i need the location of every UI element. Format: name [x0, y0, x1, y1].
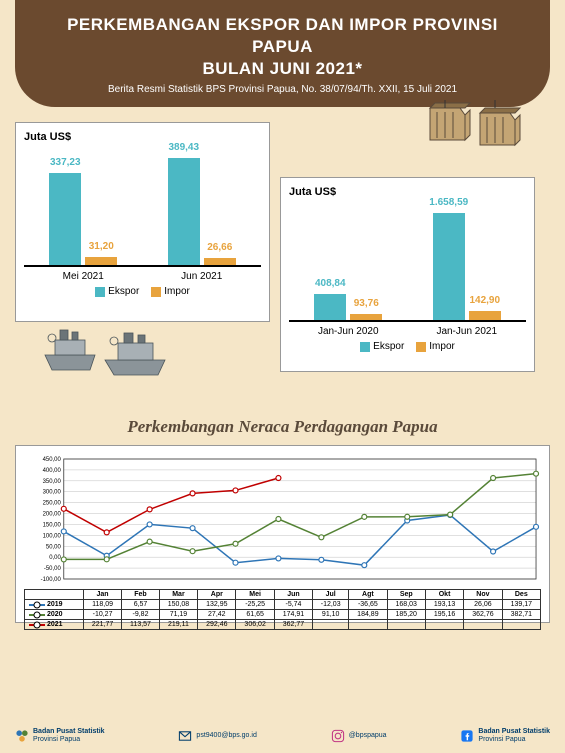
chart1-ylabel: Juta US$ [24, 131, 261, 143]
instagram-icon [331, 729, 345, 743]
line-chart-title: Perkembangan Neraca Perdagangan Papua [0, 417, 565, 437]
svg-text:350,00: 350,00 [43, 479, 62, 485]
svg-text:250,00: 250,00 [43, 501, 62, 507]
bps-logo-icon [15, 729, 29, 743]
footer-email: pst9400@bps.go.id [178, 729, 256, 743]
chart2-ylabel: Juta US$ [289, 186, 526, 198]
svg-text:200,00: 200,00 [43, 512, 62, 518]
footer: Badan Pusat StatistikProvinsi Papua pst9… [0, 718, 565, 753]
svg-text:300,00: 300,00 [43, 490, 62, 496]
chart2-legend: Ekspor Impor [289, 341, 526, 352]
svg-text:400,00: 400,00 [43, 468, 62, 474]
svg-text:450,00: 450,00 [43, 457, 62, 463]
footer-org: Badan Pusat StatistikProvinsi Papua [15, 728, 105, 743]
page-title: PERKEMBANGAN EKSPOR DAN IMPOR PROVINSI P… [35, 14, 530, 80]
svg-text:0,00: 0,00 [49, 555, 61, 561]
svg-text:150,00: 150,00 [43, 523, 62, 529]
facebook-icon [460, 729, 474, 743]
svg-text:100,00: 100,00 [43, 534, 62, 540]
email-icon [178, 729, 192, 743]
ships-illustration [40, 320, 180, 385]
footer-facebook: Badan Pusat StatistikProvinsi Papua [460, 728, 550, 743]
svg-text:-50,00: -50,00 [44, 566, 62, 572]
header-banner: PERKEMBANGAN EKSPOR DAN IMPOR PROVINSI P… [15, 0, 550, 107]
svg-text:50,00: 50,00 [46, 545, 62, 551]
chart1-legend: Ekspor Impor [24, 286, 261, 297]
monthly-bar-chart: Juta US$ 337,2331,20389,4326,66 Mei 2021… [15, 122, 270, 322]
semester-bar-chart: Juta US$ 408,8493,761.658,59142,90 Jan-J… [280, 177, 535, 372]
svg-text:-100,00: -100,00 [41, 577, 62, 583]
containers-illustration [415, 100, 535, 150]
page-subtitle: Berita Resmi Statistik BPS Provinsi Papu… [35, 84, 530, 95]
trade-balance-line-chart: -100,00 -50,00 0,00 50,00 100,00 150,00 200,00… [15, 445, 550, 623]
footer-instagram: @bpspapua [331, 729, 387, 743]
line-chart-data-table: JanFebMarAprMeiJunJulAgtSepOktNovDes2019… [24, 589, 541, 630]
